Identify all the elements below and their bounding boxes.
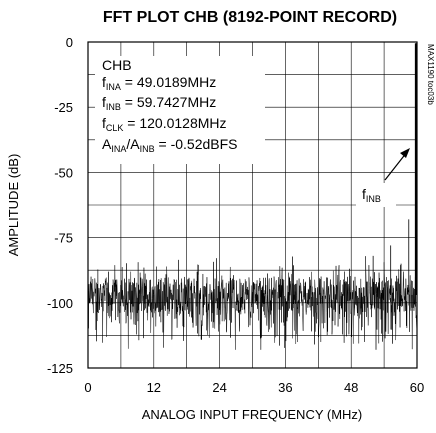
y-tick-label: -50 — [54, 165, 73, 180]
x-tick-label: 48 — [344, 380, 358, 395]
y-tick-label: -125 — [47, 361, 73, 376]
amplitude-ratio-label: AINA/AINB = -0.52dBFS — [102, 136, 238, 154]
figure-code: MAX1190 toc03b — [426, 44, 435, 105]
fclk-label: fCLK = 120.0128MHz — [102, 115, 227, 133]
finb-label: fINB = 59.7427MHz — [102, 94, 216, 112]
peak-arrow-line — [384, 151, 408, 181]
x-tick-label: 0 — [84, 380, 91, 395]
y-tick-label: -25 — [54, 100, 73, 115]
peak-arrow-head — [400, 148, 410, 158]
fina-label: fINA = 49.0189MHz — [102, 74, 216, 92]
y-tick-label: -75 — [54, 231, 73, 246]
peak-annotation: fINB — [356, 148, 410, 207]
channel-label: CHB — [102, 57, 132, 73]
x-tick-label: 60 — [410, 380, 424, 395]
annotation-box: CHB fINA = 49.0189MHz fINB = 59.7427MHz … — [95, 56, 265, 164]
plot-frame — [87, 41, 418, 369]
chart-title: FFT PLOT CHB (8192-POINT RECORD) — [103, 9, 397, 26]
x-tick-label: 24 — [212, 380, 226, 395]
noise-floor-trace — [87, 256, 418, 350]
y-axis-label: AMPLITUDE (dB) — [6, 154, 21, 257]
x-tick-label: 36 — [278, 380, 292, 395]
y-tick-label: 0 — [66, 35, 73, 50]
y-tick-labels: 0 -25 -50 -75 -100 -125 — [47, 35, 73, 376]
y-tick-label: -100 — [47, 296, 73, 311]
x-tick-labels: 0 12 24 36 48 60 — [84, 380, 424, 395]
x-tick-label: 12 — [147, 380, 161, 395]
finb-peak-label: fINB — [362, 186, 381, 204]
x-axis-label: ANALOG INPUT FREQUENCY (MHz) — [142, 407, 363, 422]
